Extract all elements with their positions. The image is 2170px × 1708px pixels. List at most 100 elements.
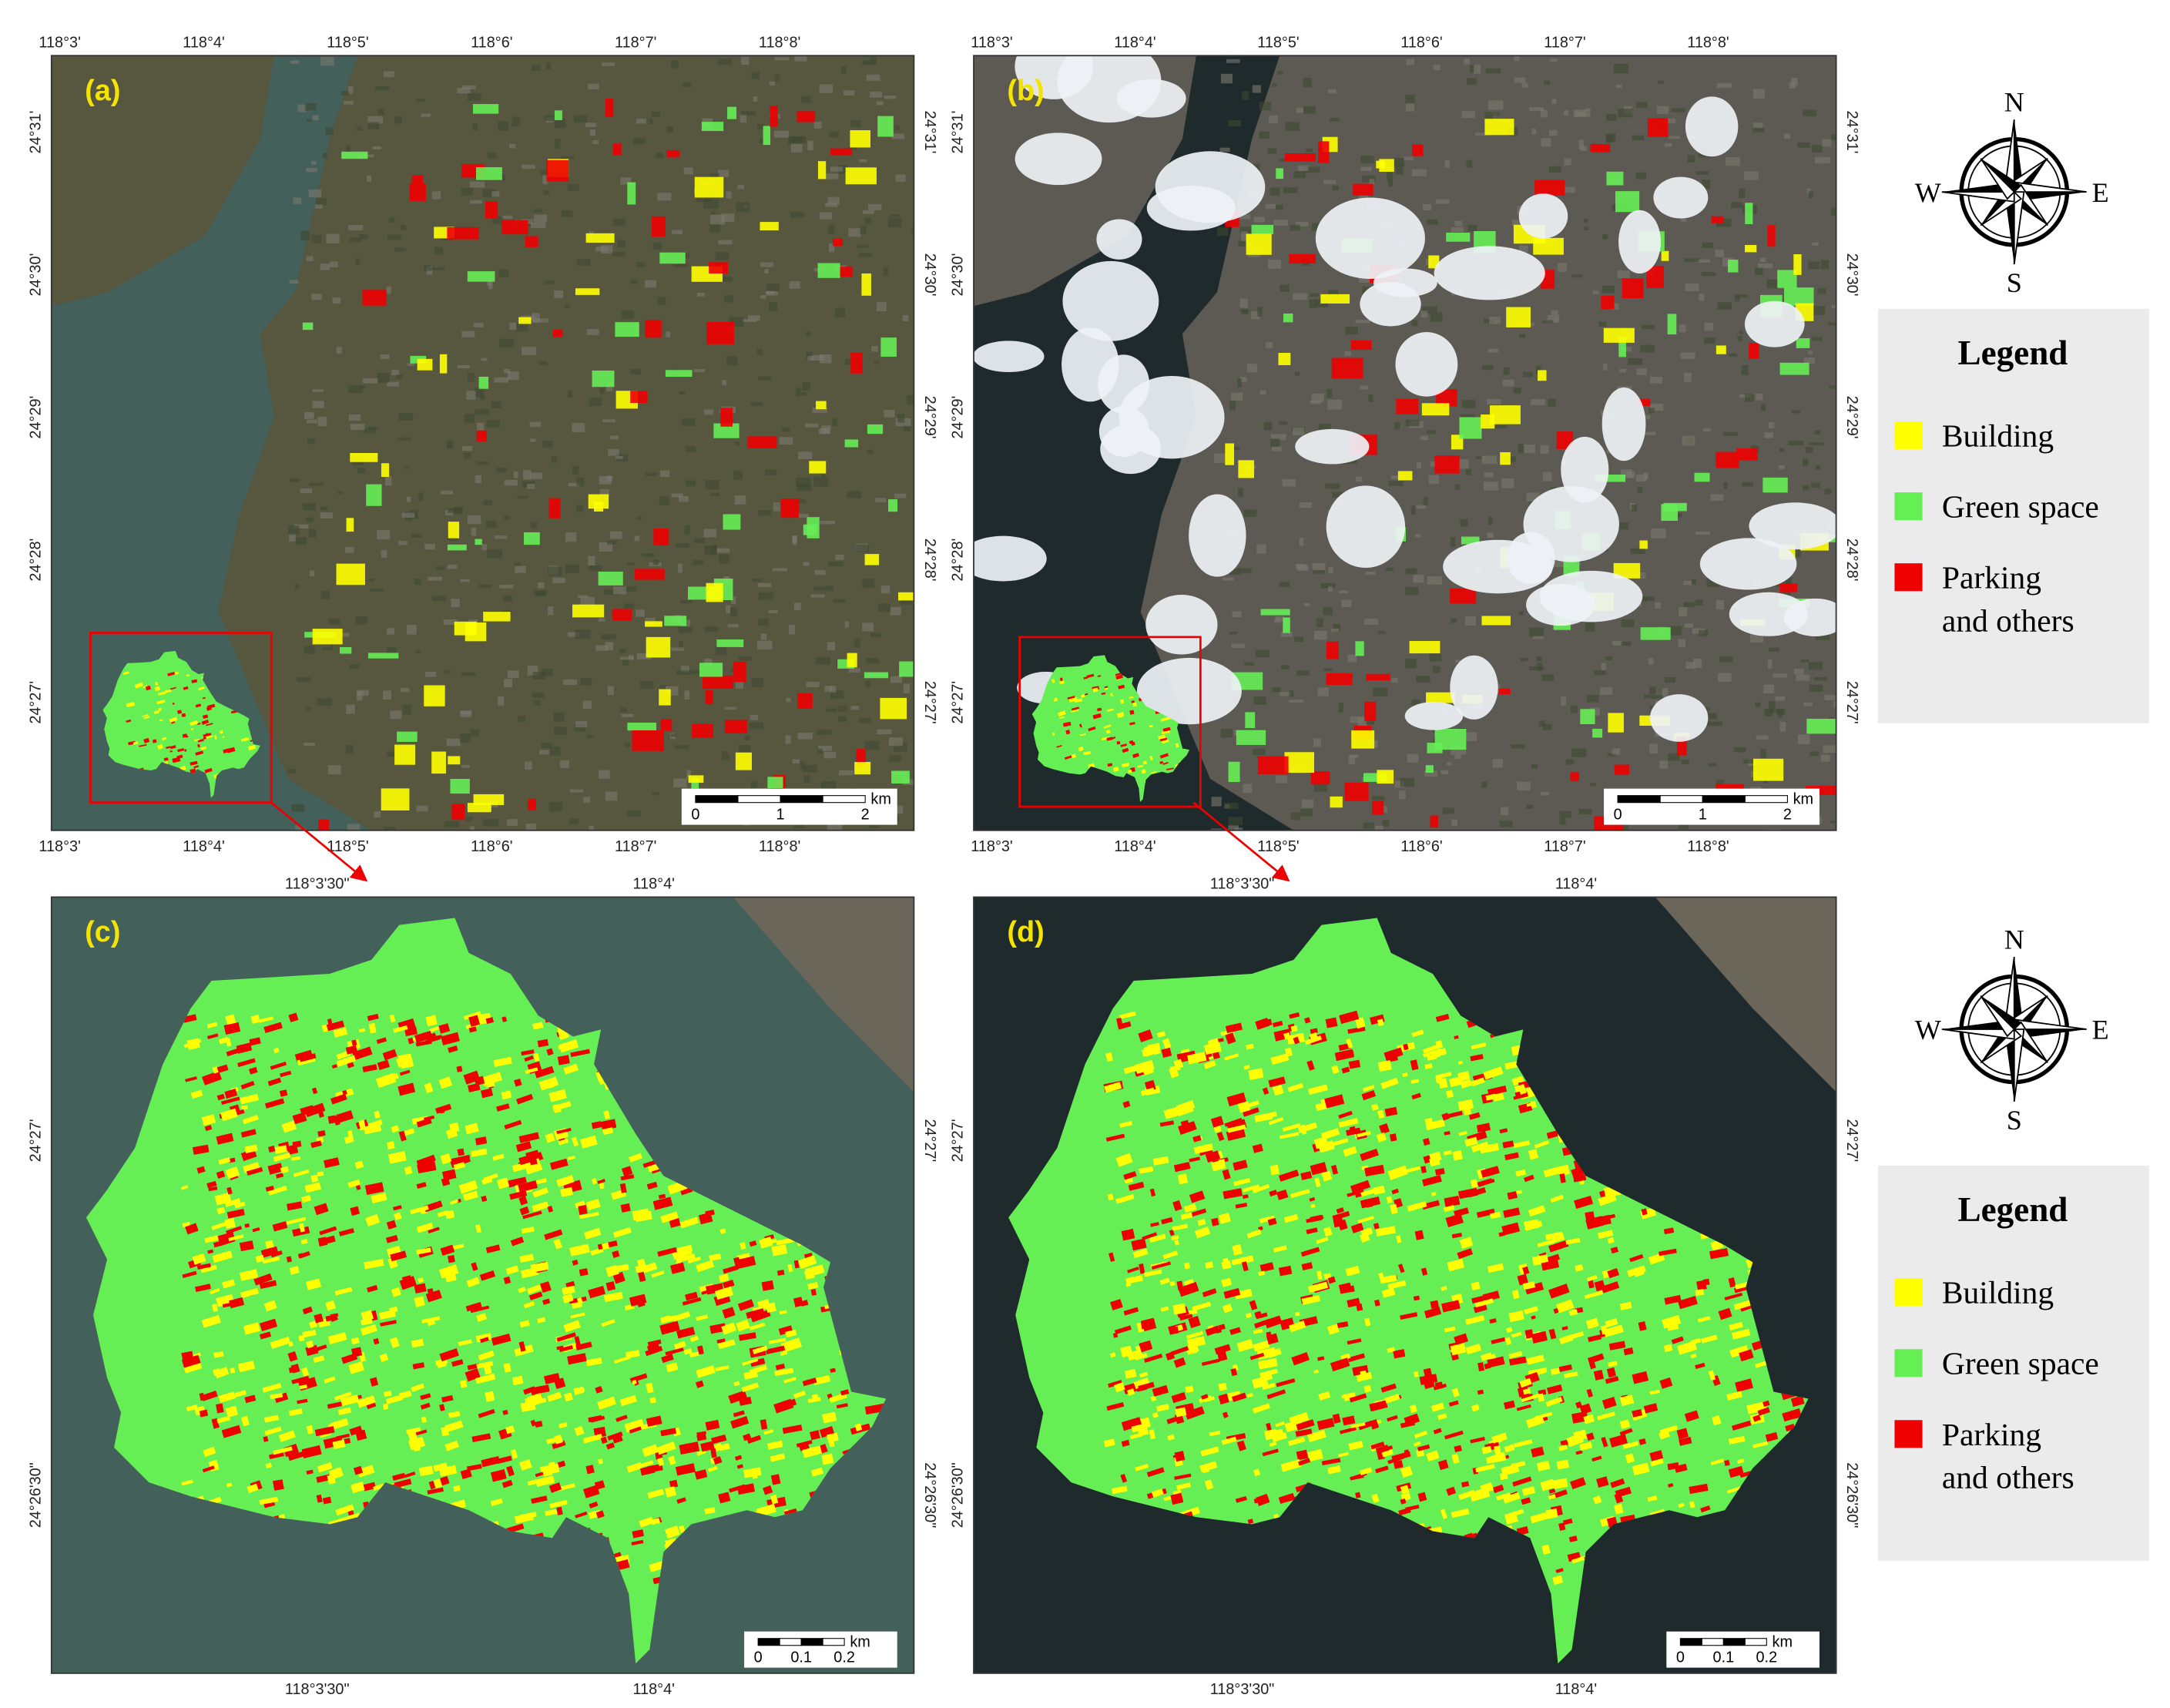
land-cover-patch bbox=[1105, 730, 1111, 734]
urban-texture bbox=[306, 119, 312, 122]
land-cover-patch bbox=[157, 743, 164, 750]
land-cover-patch bbox=[810, 1430, 820, 1441]
classified-block bbox=[891, 770, 910, 784]
urban-texture bbox=[305, 706, 311, 712]
urban-texture bbox=[560, 760, 570, 768]
land-cover-patch bbox=[471, 1433, 491, 1442]
land-cover-patch bbox=[470, 1305, 490, 1314]
land-cover-patch bbox=[1481, 1445, 1492, 1455]
land-cover-patch bbox=[247, 1166, 263, 1176]
land-cover-patch bbox=[169, 745, 176, 750]
land-cover-patch bbox=[716, 1338, 726, 1344]
land-cover-patch bbox=[1517, 1273, 1529, 1286]
urban-texture bbox=[347, 824, 361, 831]
land-cover-patch bbox=[460, 1468, 472, 1479]
cloud bbox=[1602, 387, 1646, 461]
urban-texture bbox=[609, 435, 619, 440]
land-cover-patch bbox=[723, 1265, 739, 1274]
urban-texture bbox=[1684, 623, 1693, 628]
urban-texture bbox=[306, 419, 317, 424]
land-cover-patch bbox=[1249, 1352, 1265, 1361]
urban-texture bbox=[1253, 748, 1266, 756]
land-cover-patch bbox=[1225, 1022, 1243, 1033]
land-cover-patch bbox=[264, 1426, 282, 1436]
urban-texture bbox=[469, 826, 475, 831]
classified-block bbox=[854, 761, 871, 775]
urban-texture bbox=[1328, 290, 1339, 298]
urban-texture bbox=[466, 391, 476, 400]
urban-texture bbox=[387, 647, 397, 657]
classified-block bbox=[472, 104, 499, 114]
urban-texture bbox=[1514, 55, 1520, 62]
land-cover-patch bbox=[1387, 1165, 1409, 1180]
urban-texture bbox=[1744, 394, 1754, 402]
land-cover-patch bbox=[352, 1046, 373, 1061]
land-cover-patch bbox=[603, 1110, 611, 1119]
land-cover-patch bbox=[1649, 1450, 1664, 1461]
land-cover-patch bbox=[299, 1053, 317, 1062]
land-cover-patch bbox=[1752, 1414, 1761, 1422]
urban-texture bbox=[472, 122, 478, 131]
land-cover-patch bbox=[1139, 1166, 1154, 1174]
urban-texture bbox=[802, 382, 810, 391]
urban-texture bbox=[850, 706, 860, 710]
classified-block bbox=[692, 723, 713, 738]
land-cover-patch bbox=[1343, 1146, 1357, 1157]
land-cover-patch bbox=[408, 1037, 414, 1045]
urban-texture bbox=[749, 722, 763, 730]
land-cover-patch bbox=[619, 1394, 638, 1407]
land-cover-patch bbox=[718, 1273, 729, 1283]
urban-texture bbox=[1410, 505, 1416, 515]
urban-texture bbox=[589, 825, 594, 831]
urban-texture bbox=[1441, 770, 1448, 774]
land-cover-patch bbox=[1348, 1059, 1361, 1069]
urban-texture bbox=[1363, 822, 1375, 829]
urban-texture bbox=[810, 354, 825, 361]
land-cover-patch bbox=[1293, 1036, 1300, 1045]
urban-texture bbox=[825, 203, 837, 207]
land-cover-patch bbox=[557, 1460, 566, 1468]
urban-texture bbox=[1323, 180, 1337, 184]
land-cover-patch bbox=[1159, 753, 1169, 759]
cloud bbox=[1315, 197, 1425, 279]
scale-bar-label: 0 bbox=[691, 806, 699, 823]
land-cover-patch bbox=[1240, 1255, 1254, 1264]
urban-texture bbox=[562, 210, 573, 217]
urban-texture bbox=[779, 437, 793, 445]
land-cover-patch bbox=[713, 1456, 723, 1465]
cloud bbox=[1618, 210, 1662, 273]
land-cover-patch bbox=[1291, 1352, 1310, 1366]
lon-tick-label: 118°7' bbox=[615, 838, 656, 855]
land-cover-patch bbox=[766, 1440, 783, 1450]
land-cover-patch bbox=[191, 679, 198, 683]
land-cover-patch bbox=[594, 1480, 605, 1490]
urban-texture bbox=[491, 216, 503, 224]
urban-texture bbox=[1355, 320, 1370, 324]
urban-texture bbox=[1809, 751, 1820, 757]
urban-texture bbox=[710, 492, 720, 496]
lat-tick-label: 24°28' bbox=[27, 539, 44, 582]
classified-block bbox=[397, 731, 418, 742]
land-cover-patch bbox=[532, 1201, 549, 1212]
urban-texture bbox=[1759, 257, 1766, 263]
land-cover-patch bbox=[185, 1076, 197, 1082]
urban-texture bbox=[530, 438, 536, 442]
urban-texture bbox=[1256, 544, 1266, 554]
urban-texture bbox=[507, 670, 519, 679]
compass-w: W bbox=[1915, 1015, 1942, 1045]
land-cover-patch bbox=[1132, 1248, 1149, 1259]
classified-block bbox=[867, 424, 884, 435]
land-cover-patch bbox=[1357, 1131, 1371, 1138]
urban-texture bbox=[1704, 322, 1714, 331]
urban-texture bbox=[1684, 372, 1692, 382]
land-cover-patch bbox=[1120, 1474, 1128, 1483]
urban-texture bbox=[446, 738, 461, 747]
land-cover-patch bbox=[481, 1195, 488, 1203]
land-cover-patch bbox=[501, 1016, 508, 1022]
urban-texture bbox=[894, 493, 907, 498]
land-cover-patch bbox=[292, 1140, 302, 1148]
land-cover-patch bbox=[193, 738, 200, 742]
land-cover-patch bbox=[1051, 679, 1055, 683]
urban-texture bbox=[856, 544, 870, 552]
land-cover-patch bbox=[1410, 1079, 1420, 1084]
